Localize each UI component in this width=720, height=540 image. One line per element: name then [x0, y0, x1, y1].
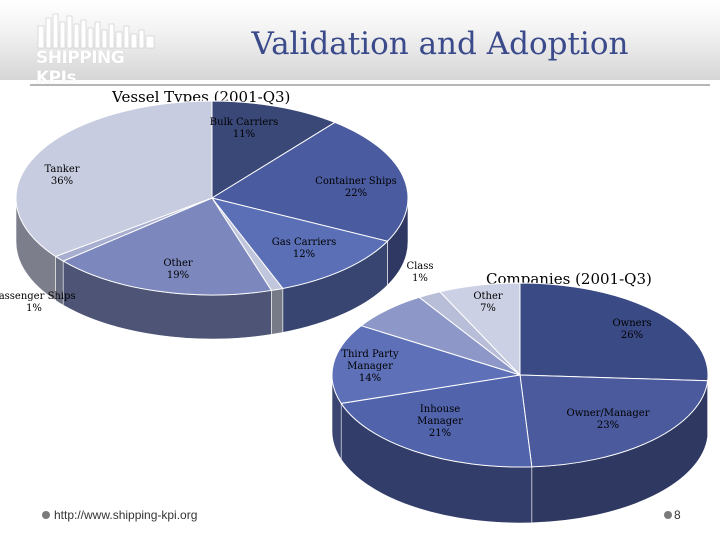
- shipping-kpis-logo: SHIPPING KPIs: [36, 12, 166, 88]
- companies-pie: [331, 282, 709, 524]
- vessel-slice-4: [62, 197, 273, 296]
- companies-label-4: Other 7%: [473, 291, 503, 314]
- vessel-label-5: Passenger Ships 1%: [0, 291, 76, 314]
- logo-text: SHIPPING KPIs: [36, 48, 125, 88]
- vessel-label-0: Bulk Carriers 11%: [210, 117, 278, 140]
- footer-url[interactable]: http://www.shipping-kpi.org: [54, 508, 198, 522]
- vessel-label-1: Container Ships 22%: [315, 176, 397, 199]
- vessel-slice-2: [210, 197, 389, 289]
- skyline-icon: [37, 13, 155, 49]
- vessel-label-4: Other 19%: [163, 258, 193, 281]
- vessel-types-labels: Bulk Carriers 11% Container Ships 22% Gas Ca…: [0, 117, 434, 314]
- page-number: 8: [674, 508, 681, 522]
- vessel-label-6: Tanker 36%: [44, 164, 79, 187]
- companies-slice-1: [519, 374, 709, 468]
- vessel-slice-6: [15, 100, 213, 258]
- companies-slice-6: [438, 282, 521, 377]
- vessel-slice-side-3: [271, 288, 284, 335]
- companies-slice-3: [331, 325, 521, 404]
- footer-bullet-icon: [42, 511, 50, 519]
- companies-label-2: Inhouse Manager 21%: [417, 404, 463, 439]
- companies-label-3: Third Party Manager 14%: [341, 349, 399, 384]
- vessel-chart-title: Vessel Types (2001-Q3): [112, 88, 291, 106]
- page-bullet-icon: [664, 511, 672, 519]
- companies-label-0: Owners 26%: [612, 318, 651, 341]
- companies-labels: Owners 26% Owner/Manager 23% Inhouse Manager 2…: [341, 291, 651, 439]
- title-divider: [30, 84, 710, 86]
- companies-slice-2: [340, 374, 533, 468]
- vessel-slice-1: [210, 121, 409, 242]
- slide-title: Validation and Adoption: [251, 26, 629, 62]
- vessel-label-2: Gas Carriers 12%: [272, 237, 336, 260]
- companies-label-1: Owner/Manager 23%: [567, 408, 650, 431]
- vessel-types-pie: [15, 100, 409, 340]
- companies-slice-0: [519, 282, 709, 382]
- vessel-slice-0: [211, 100, 336, 199]
- vessel-label-3: Class 1%: [406, 261, 433, 284]
